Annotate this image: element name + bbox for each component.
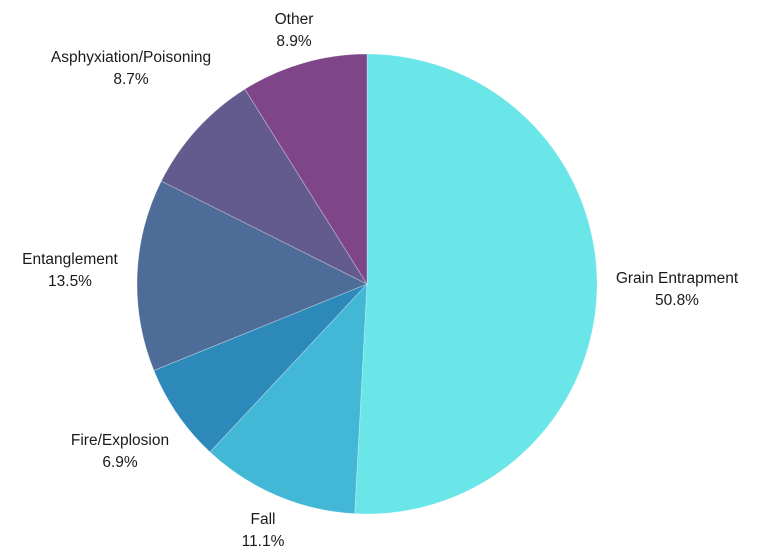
- label-name: Other: [274, 11, 314, 28]
- label-pct: 8.7%: [113, 71, 149, 88]
- slice-label-grain-entrapment: Grain Entrapment 50.8%: [616, 268, 738, 312]
- label-name: Grain Entrapment: [615, 270, 739, 287]
- pie-slice-entanglement: [136, 180, 368, 371]
- slice-label-entanglement: Entanglement 13.5%: [22, 249, 118, 293]
- label-name: Entanglement: [22, 251, 118, 268]
- label-pct: 13.5%: [48, 273, 92, 290]
- pie-slice-other: [244, 53, 368, 286]
- label-pct: 6.9%: [102, 454, 138, 471]
- slice-label-fall: Fall 11.1%: [242, 509, 285, 553]
- pie-slice-asphyxiation-poisoning: [160, 88, 369, 285]
- label-name: Fire/Explosion: [70, 432, 170, 449]
- slice-label-asphyxiation-poisoning: Asphyxiation/Poisoning 8.7%: [51, 47, 211, 91]
- label-name: Fall: [250, 511, 276, 528]
- pie-slice-fire-explosion: [153, 283, 368, 453]
- slice-label-other: Other 8.9%: [275, 9, 314, 53]
- pie-slice-fall: [209, 282, 368, 515]
- slice-label-fire-explosion: Fire/Explosion 6.9%: [71, 430, 169, 474]
- label-pct: 50.8%: [655, 292, 699, 309]
- label-name: Asphyxiation/Poisoning: [50, 49, 212, 66]
- pie-slice-grain-entrapment: [354, 53, 598, 515]
- label-pct: 8.9%: [276, 33, 312, 50]
- label-pct: 11.1%: [241, 533, 285, 550]
